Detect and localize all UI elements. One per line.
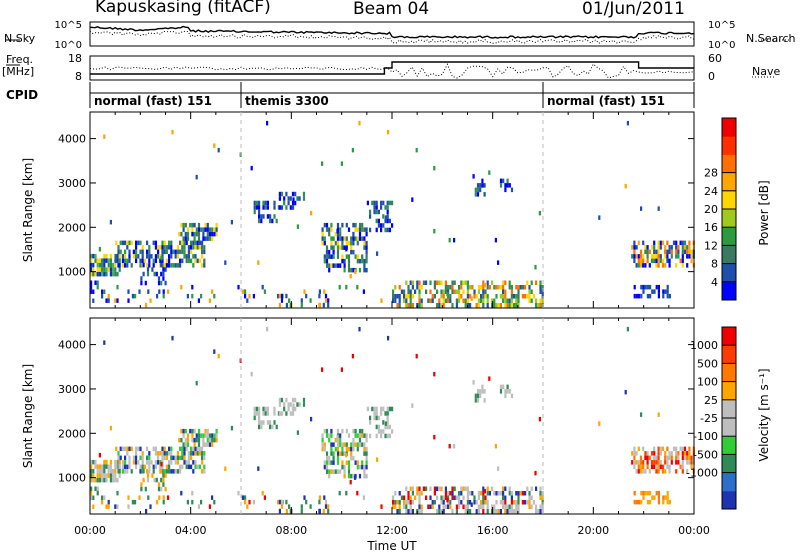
velocity-colorbar-label: Velocity [m s⁻¹] xyxy=(757,368,771,461)
nsky-tick-top: 10^5 xyxy=(55,20,82,31)
colorbar-swatch xyxy=(722,172,736,192)
nave-tick-bottom: 0 xyxy=(708,70,715,83)
cpid-row: normal (fast) 151 themis 3300 normal (fast… xyxy=(89,82,695,108)
freq-tick-bottom: 8 xyxy=(75,70,82,83)
y-tick-label: 1000 xyxy=(58,472,86,485)
colorbar-tick-label: 4 xyxy=(711,276,718,289)
colorbar-tick-label: 1000 xyxy=(690,339,718,352)
nsky-label: N.Sky xyxy=(4,32,36,45)
x-tick-label: 00:00 xyxy=(74,524,106,537)
x-tick-label: 04:00 xyxy=(175,524,207,537)
colorbar-tick-label: -500 xyxy=(693,448,718,461)
colorbar-tick-label: 25 xyxy=(704,394,718,407)
colorbar-tick-label: 12 xyxy=(704,239,718,252)
colorbar-swatch xyxy=(722,363,736,383)
colorbar-swatch xyxy=(722,345,736,364)
nsky-line xyxy=(89,25,695,39)
velocity-x-ticks xyxy=(89,318,695,514)
date-title: 01/Jun/2011 xyxy=(582,0,685,19)
colorbar-tick-label: 500 xyxy=(697,357,718,370)
colorbar-tick-label: 100 xyxy=(697,376,718,389)
power-y-axis: 1000 2000 3000 4000 xyxy=(58,133,694,279)
cpid-segment-label: themis 3300 xyxy=(245,94,329,108)
cpid-segment-label: normal (fast) 151 xyxy=(94,94,212,108)
y-tick-label: 4000 xyxy=(58,339,86,352)
y-tick-label: 4000 xyxy=(58,133,86,146)
colorbar-swatch xyxy=(722,281,736,301)
colorbar-tick-label: -1000 xyxy=(686,467,718,480)
colorbar-swatch xyxy=(722,399,736,419)
colorbar-swatch xyxy=(722,118,736,137)
colorbar-swatch xyxy=(722,154,736,174)
velocity-ylabel: Slant Range [km] xyxy=(21,364,35,468)
colorbar-swatch xyxy=(722,227,736,246)
y-tick-label: 3000 xyxy=(58,177,86,190)
colorbar-tick-label: 8 xyxy=(711,258,718,271)
station-title: Kapuskasing (fitACF) xyxy=(95,0,271,17)
colorbar-swatch xyxy=(722,490,736,510)
colorbar-swatch xyxy=(722,263,736,283)
power-colorbar: 4 8 12 16 20 24 28 xyxy=(704,117,737,301)
colorbar-tick-label: 20 xyxy=(704,203,718,216)
colorbar-swatch xyxy=(722,436,736,455)
colorbar-swatch xyxy=(722,418,736,437)
x-axis-title: Time UT xyxy=(366,539,417,553)
nsearch-tick-bottom: 10^0 xyxy=(708,40,735,51)
colorbar-swatch xyxy=(722,190,736,210)
colorbar-tick-label: -25 xyxy=(700,412,718,425)
freq-unit-label: [MHz] xyxy=(2,65,35,78)
nave-label: Nave xyxy=(752,65,781,78)
colorbar-swatch xyxy=(722,209,736,228)
colorbar-swatch xyxy=(722,136,736,155)
colorbar-swatch xyxy=(722,327,736,346)
velocity-panel: 1000 2000 3000 4000 Slant Range [km] xyxy=(21,317,695,515)
nsky-panel: 10^5 10^0 10^5 10^0 xyxy=(6,20,790,51)
colorbar-tick-label: 28 xyxy=(704,167,718,180)
freq-tick-top: 18 xyxy=(68,52,82,65)
x-tick-label: 16:00 xyxy=(477,524,509,537)
nsearch-tick-top: 10^5 xyxy=(708,20,735,31)
cpid-segment-label: normal (fast) 151 xyxy=(547,94,665,108)
x-tick-labels: 00:00 04:00 08:00 12:00 16:00 20:00 00:00 xyxy=(74,524,710,537)
colorbar-swatch xyxy=(722,381,736,401)
colorbar-tick-label: -100 xyxy=(693,430,718,443)
power-x-ticks xyxy=(89,112,695,308)
velocity-y-axis: 1000 2000 3000 4000 xyxy=(58,339,694,485)
power-ylabel: Slant Range [km] xyxy=(21,158,35,262)
beam-title: Beam 04 xyxy=(353,0,430,19)
y-tick-label: 1000 xyxy=(58,266,86,279)
power-panel: 1000 2000 3000 4000 Slant Range [km] xyxy=(21,111,695,309)
x-tick-label: 00:00 xyxy=(678,524,710,537)
cpid-label: CPID xyxy=(6,88,39,102)
x-tick-label: 20:00 xyxy=(577,524,609,537)
colorbar-swatch xyxy=(722,472,736,492)
power-colorbar-label: Power [dB] xyxy=(757,180,771,245)
nsky-tick-bottom: 10^0 xyxy=(55,40,82,51)
nsearch-label: N.Search xyxy=(746,32,796,45)
velocity-cells xyxy=(90,326,695,514)
y-tick-label: 2000 xyxy=(58,221,86,234)
velocity-colorbar: 1000 500 100 25 -25 -100 -500 -1000 xyxy=(686,326,737,510)
colorbar-tick-label: 16 xyxy=(704,221,718,234)
freq-line xyxy=(90,61,694,75)
x-tick-label: 12:00 xyxy=(376,524,408,537)
x-tick-label: 08:00 xyxy=(275,524,307,537)
y-tick-label: 3000 xyxy=(58,383,86,396)
y-tick-label: 2000 xyxy=(58,427,86,440)
colorbar-tick-label: 24 xyxy=(704,185,718,198)
power-cells xyxy=(90,120,695,308)
nave-tick-top: 60 xyxy=(708,52,722,65)
colorbar-swatch xyxy=(722,245,736,265)
colorbar-swatch xyxy=(722,454,736,474)
freq-label: Freq. xyxy=(6,53,34,66)
freq-panel: 18 8 60 0 xyxy=(6,52,775,83)
